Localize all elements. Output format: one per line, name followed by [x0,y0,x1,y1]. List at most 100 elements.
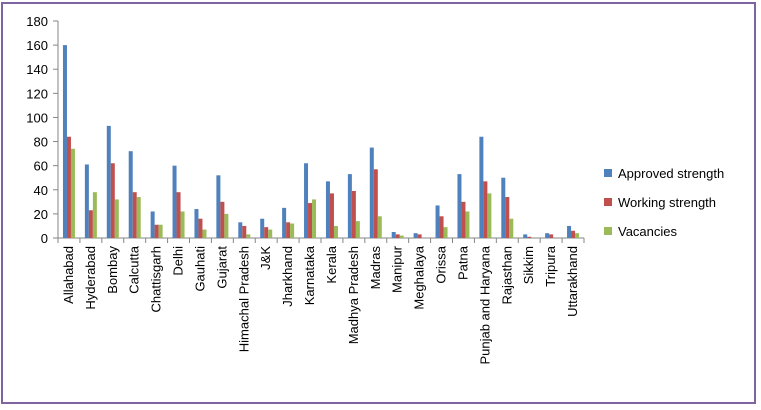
legend-label: Vacancies [618,224,678,239]
bar [158,224,163,238]
x-tick-label: Gujarat [214,246,229,289]
x-tick-label: Manipur [390,245,405,293]
bar [238,222,243,238]
x-tick-label: Tripura [543,245,558,286]
bar [575,233,580,238]
bar [523,234,528,238]
bar [443,227,448,238]
bar [347,174,352,238]
bar [333,225,338,238]
bar [198,218,203,238]
bar [194,209,199,238]
bar [395,234,400,238]
bar [417,234,422,238]
x-tick-label: Bombay [105,246,120,294]
bar [172,165,177,238]
bar [150,211,155,238]
bar [373,169,378,238]
bar [549,234,554,238]
legend-label: Working strength [618,195,716,210]
y-tick-label: 80 [34,135,48,150]
bar [242,225,247,238]
bar [487,193,492,238]
y-tick-label: 120 [26,86,48,101]
bar [355,221,360,238]
chart-frame [1,2,756,404]
legend-label: Approved strength [618,166,724,181]
bar [399,235,404,238]
bar [483,181,488,238]
bar [329,193,334,238]
bar [461,201,466,238]
bar [439,216,444,238]
y-tick-label: 40 [34,183,48,198]
legend-swatch [604,227,612,235]
x-tick-label: Patna [455,245,470,280]
y-tick-label: 100 [26,110,48,125]
y-tick-label: 60 [34,159,48,174]
bar [377,216,382,238]
x-tick-label: Allahabad [61,246,76,304]
bar [545,233,550,238]
bar [571,230,576,238]
bar [106,125,111,238]
x-tick-label: Gauhati [192,246,207,292]
bar [391,231,396,238]
bar [132,192,137,238]
x-tick-label: Hyderabad [83,246,98,310]
bar [84,164,89,238]
x-tick-label: Rajasthan [499,246,514,305]
x-tick-label: Himachal Pradesh [236,246,251,352]
x-tick-label: Jharkhand [280,246,295,307]
bar [70,148,75,238]
x-tick-label: Punjab and Haryana [477,245,492,364]
bar [154,224,159,238]
bar [308,203,313,238]
bar [286,222,291,238]
bar [282,207,287,238]
bar [527,236,532,238]
x-tick-label: Meghalaya [412,245,427,309]
x-tick-label: J&K [258,246,273,270]
y-tick-label: 180 [26,14,48,29]
x-tick-label: Karnataka [302,245,317,305]
bar [351,190,356,238]
bar [312,199,317,238]
bar [413,233,418,238]
bar [509,218,514,238]
y-tick-label: 0 [41,231,48,246]
bar [457,174,462,238]
legend-swatch [604,198,612,206]
bar [66,136,71,238]
bar [501,177,506,238]
bar [220,201,225,238]
x-tick-label: Chattisgarh [149,246,164,312]
y-tick-label: 20 [34,207,48,222]
legend-swatch [604,169,612,177]
x-tick-label: Orissa [434,245,449,283]
bar [260,218,265,238]
x-tick-label: Sikkim [521,246,536,284]
x-tick-label: Calcutta [127,245,142,293]
bar [202,229,207,238]
x-tick-label: Uttarakhand [565,246,580,317]
bar [176,192,181,238]
bar [110,163,115,238]
bar [264,227,269,238]
bar [246,234,251,238]
bar [114,199,119,238]
bar [505,197,510,238]
bar [224,213,229,238]
bar [92,192,97,238]
bar [369,147,374,238]
bar [180,211,185,238]
bar [128,151,133,238]
x-tick-label: Madhya Pradesh [346,246,361,344]
bar [465,211,470,238]
bar [136,197,141,238]
x-tick-label: Kerala [324,245,339,283]
bar [304,163,309,238]
bar [268,229,273,238]
bar [62,45,67,238]
